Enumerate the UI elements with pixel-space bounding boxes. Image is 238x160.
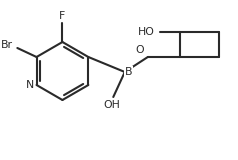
Text: Br: Br [0,40,13,50]
Text: F: F [59,11,65,21]
Text: N: N [25,80,34,90]
Text: HO: HO [138,27,154,37]
Text: OH: OH [103,100,120,110]
Text: B: B [125,67,132,77]
Text: O: O [135,45,144,55]
